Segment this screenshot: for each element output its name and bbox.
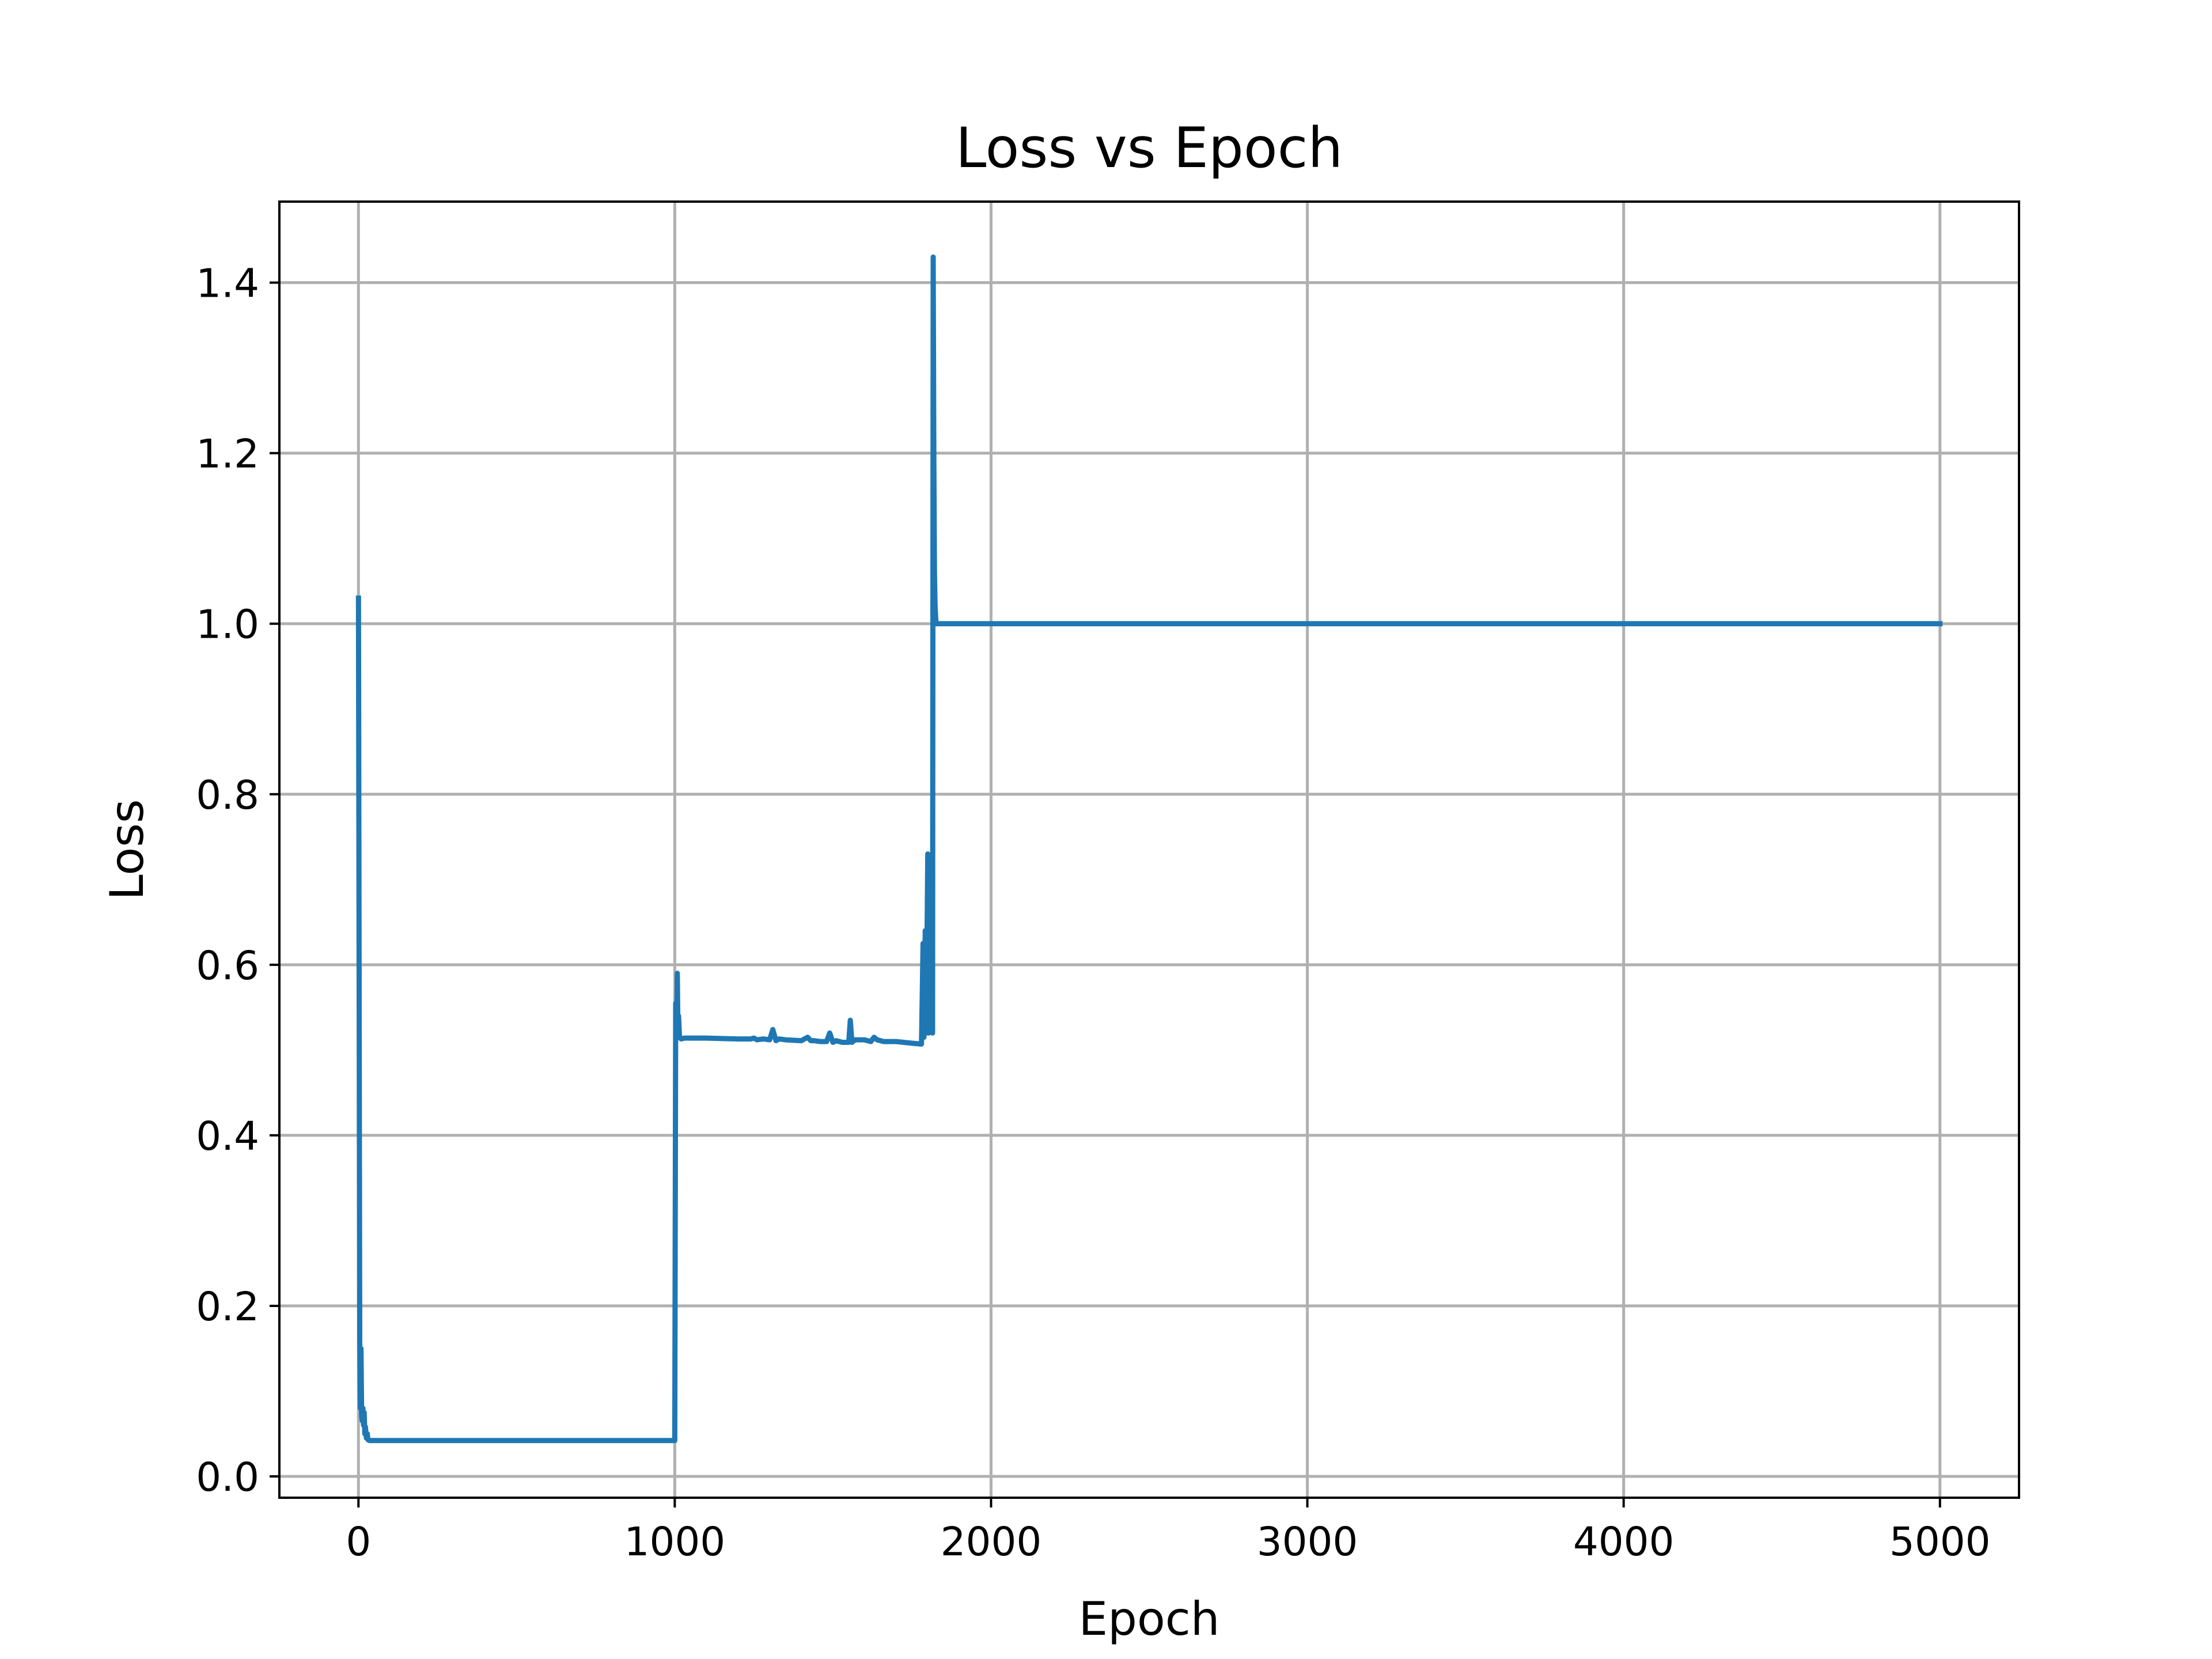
y-tick-label: 0.4 <box>196 1113 259 1160</box>
x-axis-title: Epoch <box>1079 1592 1220 1646</box>
series-layer <box>355 254 1943 1444</box>
x-tick-label: 3000 <box>1257 1519 1358 1565</box>
x-tick-label: 4000 <box>1573 1519 1675 1565</box>
chart-title: Loss vs Epoch <box>956 116 1343 180</box>
y-tick-label: 1.0 <box>196 602 259 648</box>
y-tick-label: 0.8 <box>196 772 259 819</box>
loss-series-line <box>355 254 1943 1444</box>
plot-frame <box>278 200 2020 1499</box>
x-tick-label: 5000 <box>1889 1519 1991 1565</box>
x-tick-label: 2000 <box>941 1519 1042 1565</box>
x-tick-label: 0 <box>346 1519 371 1565</box>
y-tick-label: 0.6 <box>196 943 259 989</box>
y-tick-label: 1.2 <box>196 431 259 478</box>
y-axis-title: Loss <box>100 799 154 900</box>
x-tick-label: 1000 <box>624 1519 726 1565</box>
y-tick-label: 0.0 <box>196 1455 259 1501</box>
y-tick-label: 1.4 <box>196 261 259 307</box>
ticks: 0 1000 2000 3000 4000 5000 0.0 0.2 0.4 0.6 0.8 1.0 1… <box>196 261 1990 1565</box>
y-tick-label: 0.2 <box>196 1284 259 1330</box>
grid <box>279 202 2019 1498</box>
